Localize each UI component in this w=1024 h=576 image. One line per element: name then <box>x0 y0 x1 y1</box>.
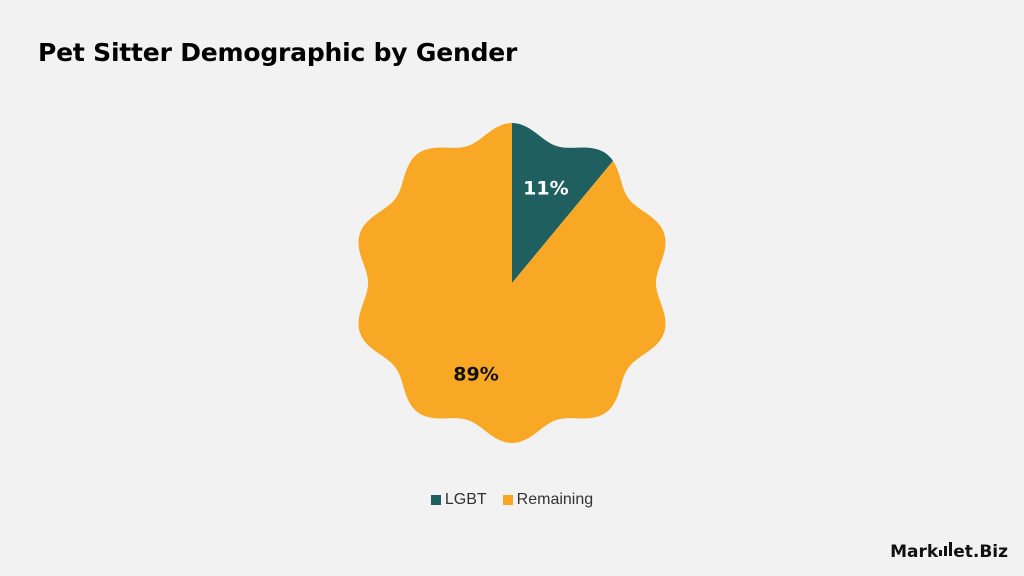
legend-item-lgbt[interactable]: LGBT <box>430 491 487 509</box>
page-title: Pet Sitter Demographic by Gender <box>38 38 518 67</box>
bar-chart-icon <box>939 542 953 556</box>
chart-legend: LGBT Remaining <box>0 491 1024 509</box>
legend-swatch-lgbt <box>430 495 441 505</box>
legend-item-remaining[interactable]: Remaining <box>502 491 594 509</box>
logo-text-start: Mark <box>890 542 939 562</box>
pie-label-remaining: 89% <box>453 364 498 386</box>
legend-label-remaining: Remaining <box>516 491 594 508</box>
logo-text-end: et.Biz <box>953 542 1008 562</box>
legend-label-lgbt: LGBT <box>444 491 487 508</box>
pie-slices <box>312 83 712 483</box>
pie-slice-labels: 11% 89% <box>453 177 568 385</box>
pie-label-lgbt: 11% <box>523 177 568 199</box>
pie-slice-remaining[interactable] <box>312 83 712 483</box>
brand-logo: Mark et.Biz <box>890 542 1008 562</box>
legend-swatch-remaining <box>502 495 513 505</box>
